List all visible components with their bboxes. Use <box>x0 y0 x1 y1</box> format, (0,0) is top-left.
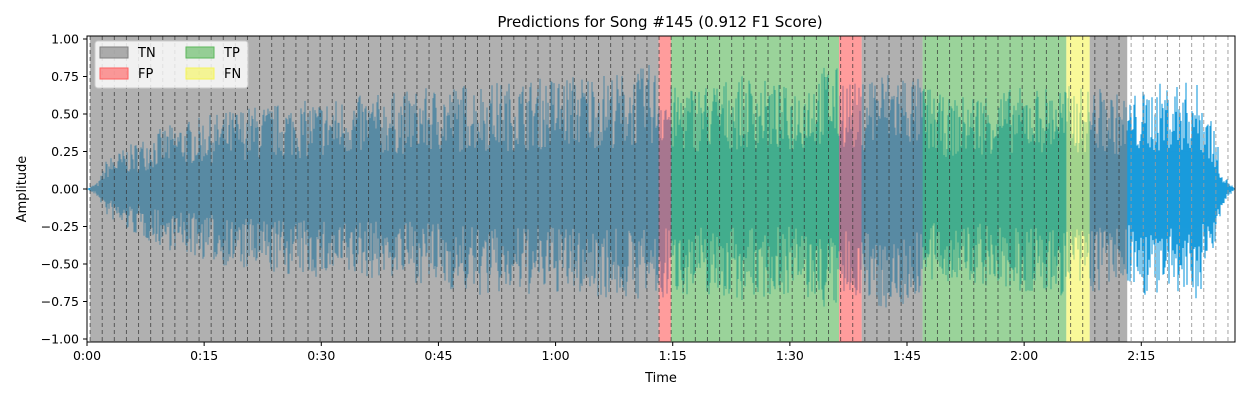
legend-label-fn: FN <box>224 67 241 82</box>
legend-swatch-tp <box>185 46 215 59</box>
x-tick-label: 0:00 <box>73 348 101 363</box>
y-tick-label: −0.50 <box>41 257 79 272</box>
y-tick-label: −0.75 <box>41 294 79 309</box>
y-tick-label: 0.75 <box>51 69 79 84</box>
legend: TN FP TP FN <box>94 40 249 89</box>
x-tick-label: 0:15 <box>190 348 218 363</box>
legend-label-tp: TP <box>223 46 240 61</box>
x-tick-label: 2:00 <box>1010 348 1038 363</box>
beat-lines-layer <box>89 36 1229 342</box>
x-axis: 0:00 0:15 0:30 0:45 1:00 1:15 1:30 1:45 2:00 2:15 <box>73 342 1155 363</box>
legend-swatch-fn <box>185 67 215 80</box>
x-tick-label: 1:15 <box>659 348 687 363</box>
segment-fp <box>839 36 862 342</box>
legend-label-tn: TN <box>137 46 156 61</box>
y-tick-label: 0.50 <box>51 107 79 122</box>
y-axis: 1.00 0.75 0.50 0.25 0.00 −0.25 −0.50 −0.75 −1.00 <box>41 32 87 347</box>
legend-label-fp: FP <box>138 67 153 82</box>
y-axis-label: Amplitude <box>15 156 30 223</box>
y-tick-label: 0.25 <box>51 144 79 159</box>
y-tick-label: −1.00 <box>41 332 79 347</box>
segment-fp <box>658 36 672 342</box>
segment-tn <box>861 36 923 342</box>
x-tick-label: 2:15 <box>1127 348 1155 363</box>
chart-title: Predictions for Song #145 (0.912 F1 Scor… <box>497 13 822 31</box>
x-tick-label: 0:30 <box>307 348 335 363</box>
legend-swatch-fp <box>99 67 129 80</box>
segment-tp <box>922 36 1067 342</box>
y-tick-label: 1.00 <box>51 32 79 47</box>
x-tick-label: 1:30 <box>776 348 804 363</box>
x-tick-label: 1:00 <box>542 348 570 363</box>
legend-swatch-tn <box>99 46 129 59</box>
x-tick-label: 1:45 <box>893 348 921 363</box>
y-tick-label: 0.00 <box>51 182 79 197</box>
segment-tn <box>1089 36 1128 342</box>
segment-fn <box>1066 36 1090 342</box>
y-tick-label: −0.25 <box>41 219 79 234</box>
plot-area <box>87 36 1235 342</box>
x-axis-label: Time <box>644 371 677 386</box>
x-tick-label: 0:45 <box>424 348 452 363</box>
segment-tp <box>671 36 840 342</box>
